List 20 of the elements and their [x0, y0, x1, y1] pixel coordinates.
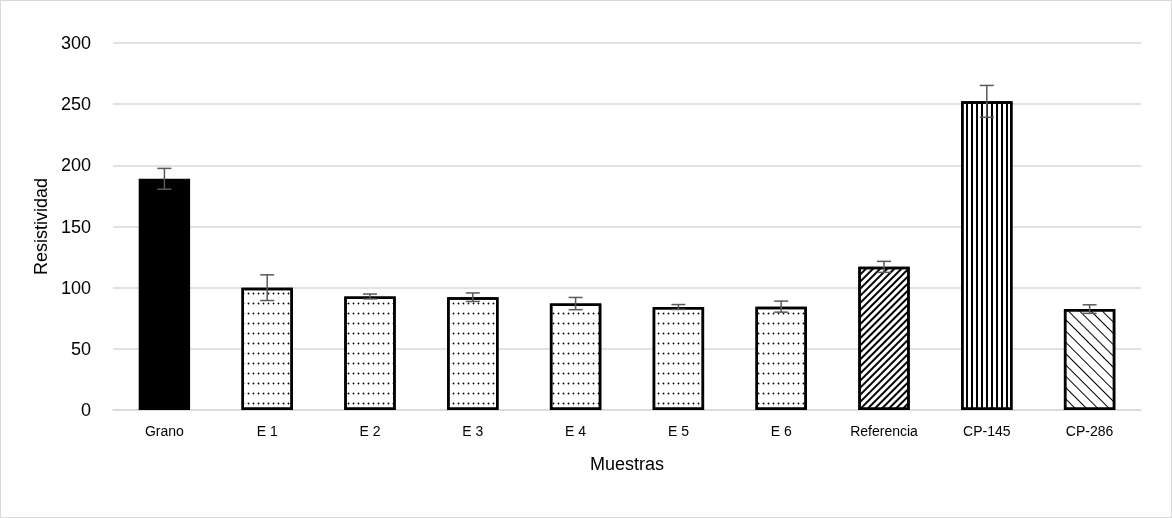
x-tick-label: E 3	[462, 423, 484, 439]
x-tick-label: E 5	[667, 423, 690, 439]
bar	[138, 178, 191, 410]
y-axis-title: Resistividad	[31, 177, 52, 276]
x-tick-label: CP-145	[963, 423, 1011, 439]
y-tick-label: 0	[80, 400, 91, 420]
x-tick-label: E 2	[359, 423, 381, 439]
y-tick-label: 100	[60, 277, 91, 298]
x-tick-label: E 6	[770, 423, 792, 439]
x-axis-title: Muestras	[589, 454, 665, 474]
x-tick-label: Grano	[144, 423, 185, 439]
y-tick-label: 300	[60, 33, 91, 53]
y-tick-label: 150	[60, 216, 91, 237]
x-tick-label: CP-286	[1065, 423, 1114, 439]
y-tick-label: 250	[60, 94, 91, 115]
y-tick-label: 200	[60, 155, 91, 176]
y-tick-label: 50	[70, 338, 91, 359]
x-tick-label: E 1	[256, 423, 278, 439]
x-tick-label: Referencia	[850, 423, 919, 439]
x-tick-label: E 4	[565, 423, 587, 439]
